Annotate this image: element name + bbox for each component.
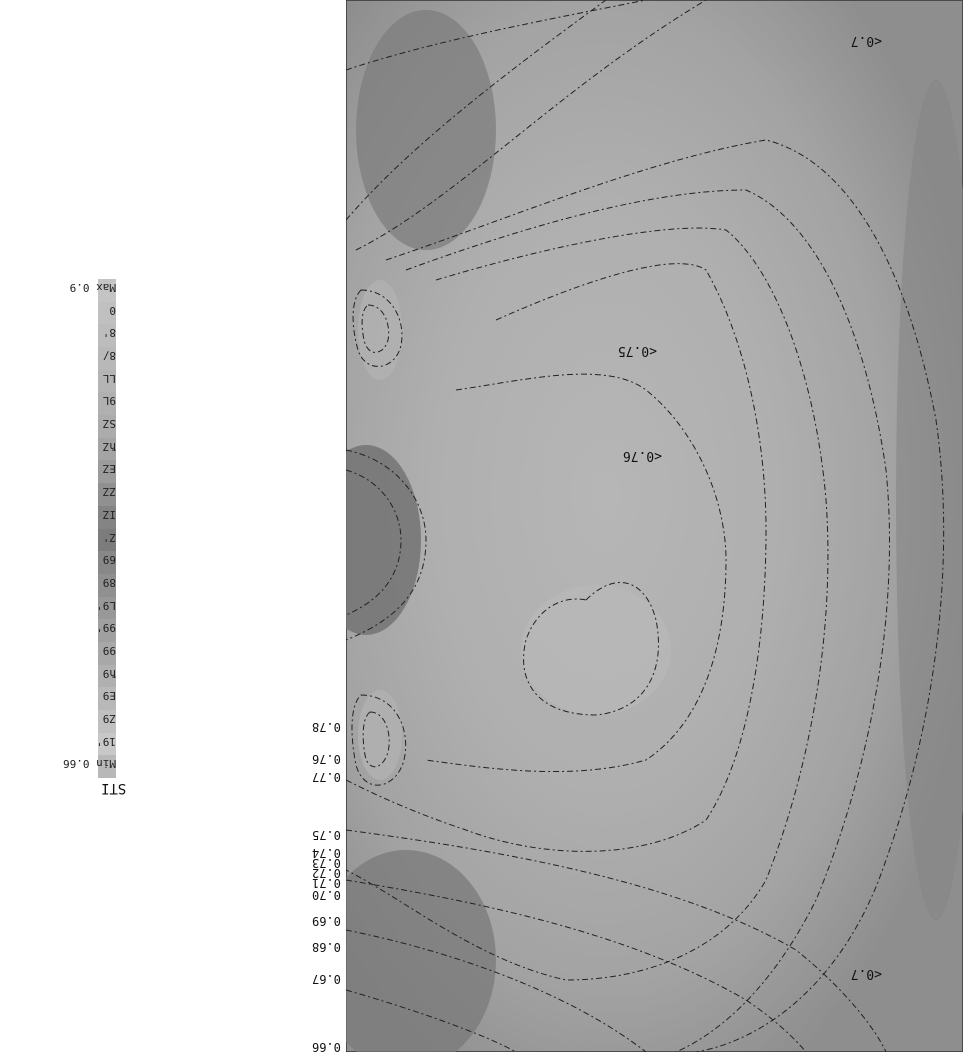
legend-label: LL — [98, 370, 116, 387]
tick-label: 0.78 — [312, 720, 341, 734]
legend-title: STI — [101, 780, 126, 796]
legend-label: SZ — [98, 415, 116, 432]
contour-plot-canvas: <0.7 <0.75 <0.76 <0.7 — [346, 0, 963, 1052]
legend-label: 99' — [98, 619, 116, 636]
legend-label: EZ — [98, 460, 116, 477]
legend-label: 9L — [98, 392, 116, 409]
legend-label: 0 — [98, 302, 116, 319]
legend-label: Z9 — [98, 710, 116, 727]
legend-label: Min 0.66 — [98, 755, 116, 772]
legend-label: E9 — [98, 687, 116, 704]
dark-region-top-left — [356, 10, 496, 250]
peak-region — [521, 585, 671, 715]
tick-label: 0.75 — [312, 828, 341, 842]
color-legend: Max 0.9 0 8' 8/LL 9L SZ ħZ EZ ZZ IZ Z' 69 89 L9' 99' 99… — [98, 279, 116, 778]
legend-label: ZZ — [98, 483, 116, 500]
tick-label: 0.77 — [312, 770, 341, 784]
light-region-lower-left — [358, 690, 402, 780]
legend-label: 8' — [98, 324, 116, 341]
legend-label: Max 0.9 — [98, 279, 116, 296]
tick-label: 0.68 — [312, 940, 341, 954]
tick-label: 0.69 — [312, 914, 341, 928]
iso-value-label: <0.76 — [623, 448, 662, 463]
iso-value-label: <0.7 — [851, 33, 882, 48]
tick-label: 0.67 — [312, 972, 341, 986]
tick-label: 0.76 — [312, 752, 341, 766]
legend-label: L9' — [98, 597, 116, 614]
legend-label: ħ9 — [98, 665, 116, 682]
legend-label: 69 — [98, 551, 116, 568]
contour-plot: <0.7 <0.75 <0.76 <0.7 — [346, 0, 963, 1052]
legend-label: 99 — [98, 642, 116, 659]
legend-label: 8/ — [98, 347, 116, 364]
iso-value-label: <0.7 — [851, 966, 882, 981]
legend-label: Z' — [98, 529, 116, 546]
legend-label: 19' — [98, 733, 116, 750]
legend-label: IZ — [98, 506, 116, 523]
tick-label: 0.70 — [312, 888, 341, 902]
iso-value-label: <0.75 — [618, 343, 657, 358]
legend-label: 89 — [98, 574, 116, 591]
legend-label: ħZ — [98, 438, 116, 455]
